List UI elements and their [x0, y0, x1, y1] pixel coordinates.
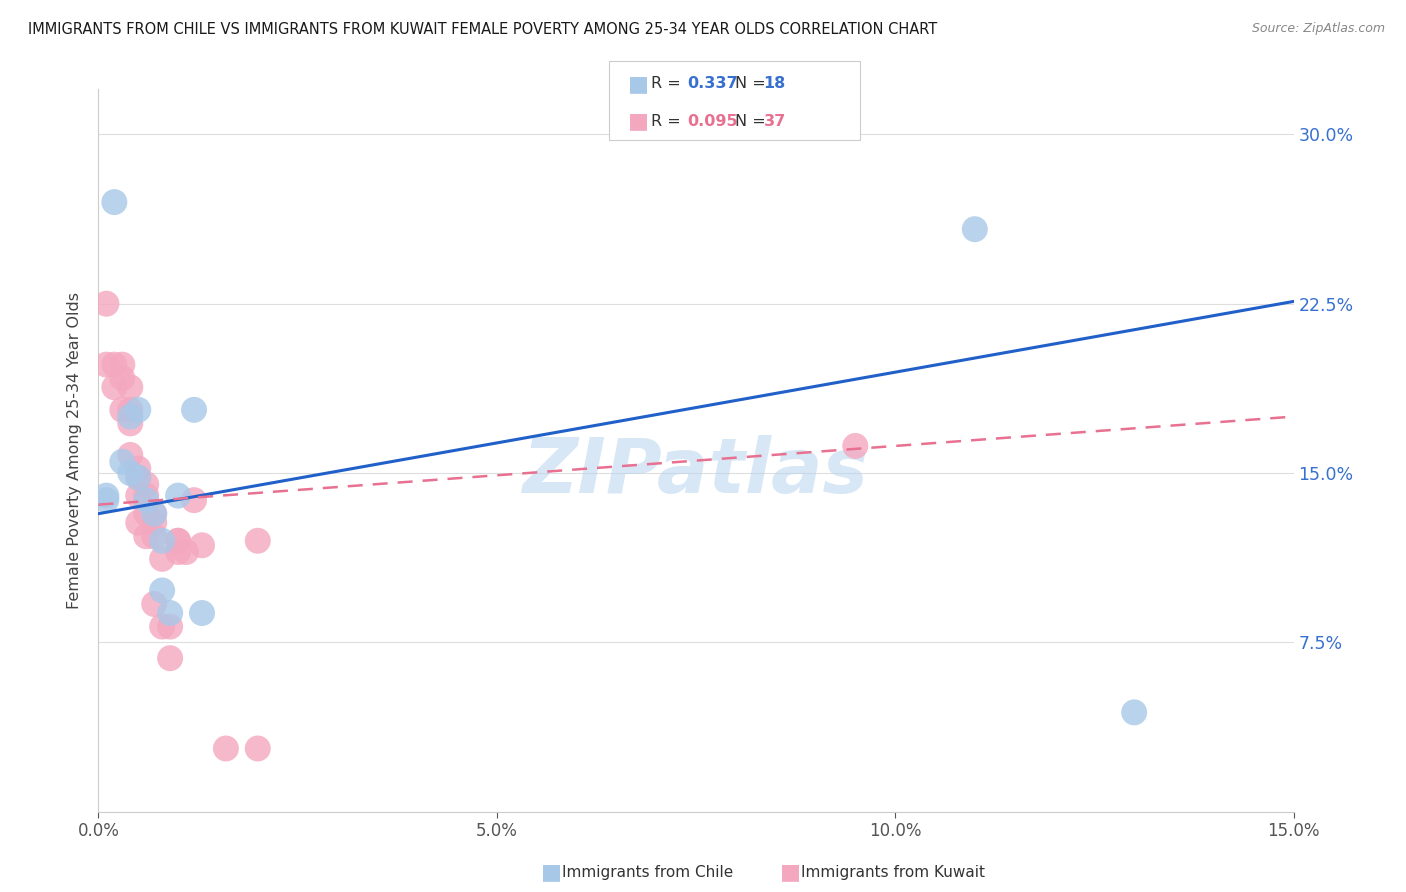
Point	[159, 651, 181, 665]
Point	[120, 409, 142, 424]
Point	[135, 477, 157, 491]
Text: 37: 37	[763, 114, 786, 129]
Point	[246, 533, 269, 548]
Point	[127, 516, 149, 530]
Point	[159, 619, 181, 633]
Point	[127, 461, 149, 475]
Text: ■: ■	[541, 863, 562, 882]
Point	[120, 402, 142, 417]
Point	[127, 489, 149, 503]
Point	[135, 489, 157, 503]
Text: 0.095: 0.095	[688, 114, 738, 129]
Point	[167, 545, 190, 559]
Text: 0.337: 0.337	[688, 76, 738, 91]
Point	[127, 402, 149, 417]
Point	[111, 455, 134, 469]
Point	[111, 371, 134, 385]
Point	[844, 439, 866, 453]
Point	[150, 619, 173, 633]
Point	[96, 489, 118, 503]
Point	[246, 741, 269, 756]
Point	[215, 741, 238, 756]
Point	[111, 402, 134, 417]
Point	[103, 358, 125, 372]
Point	[143, 516, 166, 530]
Text: N =: N =	[735, 76, 772, 91]
Point	[103, 380, 125, 394]
Point	[1123, 706, 1146, 720]
Point	[183, 493, 205, 508]
Point	[150, 583, 173, 598]
Text: ZIPatlas: ZIPatlas	[523, 435, 869, 509]
Point	[174, 545, 197, 559]
Point	[103, 195, 125, 210]
Point	[143, 529, 166, 543]
Text: Source: ZipAtlas.com: Source: ZipAtlas.com	[1251, 22, 1385, 36]
Point	[191, 606, 214, 620]
Point	[96, 493, 118, 508]
Text: Immigrants from Chile: Immigrants from Chile	[562, 865, 734, 880]
Point	[159, 606, 181, 620]
Point	[183, 402, 205, 417]
Text: Immigrants from Kuwait: Immigrants from Kuwait	[801, 865, 986, 880]
Text: ■: ■	[628, 74, 650, 94]
Point	[167, 533, 190, 548]
Point	[135, 493, 157, 508]
Point	[143, 507, 166, 521]
Point	[120, 466, 142, 480]
Point	[120, 380, 142, 394]
Text: R =: R =	[651, 76, 686, 91]
Point	[96, 296, 118, 310]
Text: N =: N =	[735, 114, 772, 129]
Y-axis label: Female Poverty Among 25-34 Year Olds: Female Poverty Among 25-34 Year Olds	[66, 292, 82, 609]
Point	[143, 597, 166, 611]
Text: R =: R =	[651, 114, 686, 129]
Point	[963, 222, 986, 236]
Point	[135, 507, 157, 521]
Point	[96, 358, 118, 372]
Point	[150, 533, 173, 548]
Point	[127, 470, 149, 484]
Text: 18: 18	[763, 76, 786, 91]
Point	[167, 533, 190, 548]
Point	[135, 529, 157, 543]
Text: ■: ■	[628, 112, 650, 132]
Point	[191, 538, 214, 552]
Point	[120, 448, 142, 462]
Point	[150, 551, 173, 566]
Point	[143, 507, 166, 521]
Point	[167, 489, 190, 503]
Text: ■: ■	[780, 863, 801, 882]
Point	[127, 470, 149, 484]
Point	[120, 417, 142, 431]
Point	[111, 358, 134, 372]
Text: IMMIGRANTS FROM CHILE VS IMMIGRANTS FROM KUWAIT FEMALE POVERTY AMONG 25-34 YEAR : IMMIGRANTS FROM CHILE VS IMMIGRANTS FROM…	[28, 22, 938, 37]
